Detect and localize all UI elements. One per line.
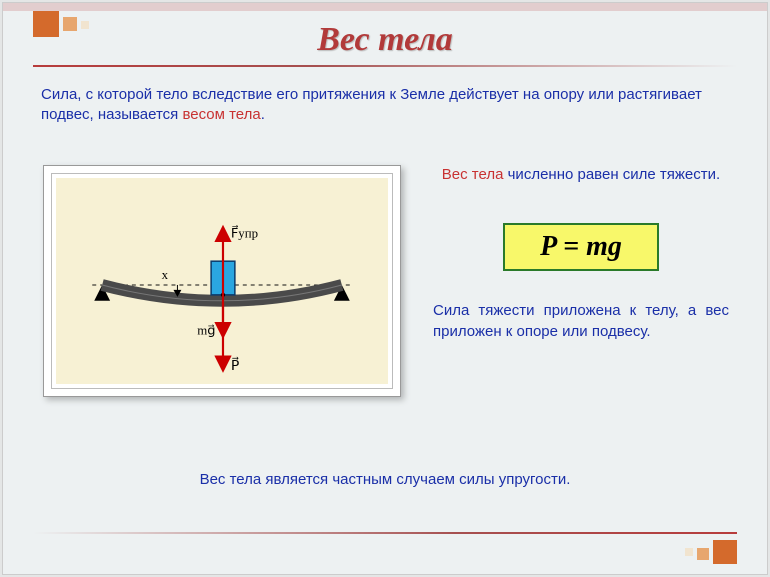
formula-box: P = mg [503, 223, 659, 271]
label-x: x [162, 268, 169, 282]
statement1-term: Вес тела [442, 166, 504, 183]
page-title: Вес тела [3, 21, 767, 59]
label-f-upr: F⃗упр [231, 225, 258, 240]
footer-rule [33, 532, 737, 534]
label-p: P⃗ [231, 357, 239, 374]
header-rule [33, 65, 737, 67]
statement-applied-to: Сила тяжести приложена к телу, а вес при… [433, 301, 729, 342]
statement1-rest: численно равен силе тяжести. [503, 166, 720, 183]
slide: Вес тела Сила, с которой тело вследствие… [2, 2, 768, 575]
top-accent-bar [3, 3, 767, 11]
decor-square-icon [697, 548, 709, 560]
decor-square-icon [685, 548, 693, 556]
diagram-frame: F⃗упр x mg⃗ P⃗ [43, 165, 401, 397]
right-column: Вес тела численно равен силе тяжести. P … [433, 165, 729, 342]
weight-diagram: F⃗упр x mg⃗ P⃗ [56, 178, 388, 384]
intro-post: . [261, 106, 265, 123]
formula: P = mg [540, 231, 622, 262]
statement-equal-gravity: Вес тела численно равен силе тяжести. [433, 165, 729, 185]
intro-term: весом тела [182, 106, 260, 123]
diagram-canvas: F⃗упр x mg⃗ P⃗ [56, 178, 388, 384]
footer-decor-squares [685, 538, 737, 564]
footer-text: Вес тела является частным случаем силы у… [63, 471, 707, 488]
label-mg: mg⃗ [197, 323, 215, 337]
decor-square-icon [713, 540, 737, 564]
intro-text: Сила, с которой тело вследствие его прит… [41, 85, 729, 126]
intro-pre: Сила, с которой тело вследствие его прит… [41, 86, 702, 123]
